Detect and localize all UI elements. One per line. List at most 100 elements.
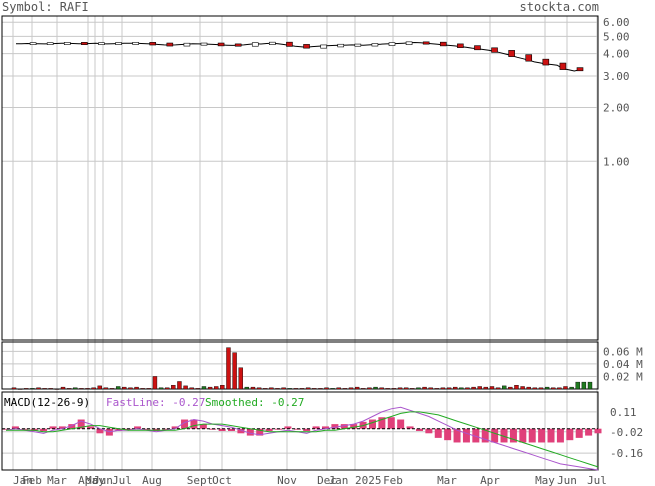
volume-bar <box>226 347 231 390</box>
macd-histogram-bar <box>425 428 433 434</box>
macd-histogram-bar <box>58 426 66 429</box>
price-y-tick-label: 2.00 <box>603 101 630 114</box>
volume-bar <box>287 388 292 390</box>
x-tick-label: Jan 2025 <box>329 474 382 486</box>
volume-bar <box>348 387 354 390</box>
volume-bar <box>134 386 139 390</box>
macd-histogram-bar <box>453 428 461 443</box>
price-candle <box>46 42 54 45</box>
volume-series <box>11 347 593 390</box>
volume-bar <box>293 388 299 390</box>
macd-histogram-bar <box>406 426 414 429</box>
volume-bar <box>250 386 256 390</box>
price-candle <box>269 41 276 45</box>
macd-histogram-bar <box>519 428 527 443</box>
x-tick-label: Mar <box>437 474 457 486</box>
price-candle <box>491 47 498 53</box>
price-candle <box>422 41 430 45</box>
price-candle <box>320 44 327 49</box>
price-candle <box>508 50 515 57</box>
volume-bar <box>489 386 495 390</box>
volume-bar <box>158 387 164 390</box>
volume-bar <box>440 387 446 390</box>
macd-histogram-bar <box>246 428 254 436</box>
price-line <box>16 41 581 72</box>
volume-bar <box>434 388 440 390</box>
macd-y-tick-label: -0.02 <box>610 426 643 439</box>
price-y-tick-label: 3.00 <box>603 70 630 83</box>
macd-histogram-bar <box>575 428 583 438</box>
macd-smoothed-line <box>6 411 599 468</box>
volume-bar <box>471 386 476 390</box>
volume-bar <box>514 385 519 390</box>
volume-bar <box>281 387 286 390</box>
x-tick-label: Jun <box>93 474 113 486</box>
volume-bar <box>177 381 182 390</box>
volume-bar <box>544 386 550 390</box>
macd-histogram-bar <box>77 419 85 429</box>
macd-histogram-bar <box>387 417 395 429</box>
volume-bar <box>373 386 378 390</box>
volume-bar <box>220 385 225 390</box>
macd-histogram-bar <box>87 426 95 429</box>
x-tick-label: Feb <box>22 474 42 486</box>
price-y-tick-label: 1.00 <box>603 155 630 168</box>
price-candle <box>542 58 550 66</box>
x-tick-label: Mar <box>47 474 67 486</box>
volume-bar <box>48 388 53 390</box>
volume-bar <box>256 387 262 390</box>
macd-histogram-bar <box>199 424 207 429</box>
volume-bar <box>17 388 23 390</box>
macd-histogram-bar <box>566 428 574 441</box>
volume-bar <box>495 387 501 390</box>
volume-bar <box>508 386 513 390</box>
macd-histogram-bar <box>143 428 151 430</box>
x-tick-label: Aug <box>142 474 162 486</box>
macd-y-tick-label: -0.16 <box>610 447 643 460</box>
volume-bar <box>146 388 152 390</box>
macd-title: MACD(12-26-9) <box>4 396 90 409</box>
volume-bar <box>410 388 415 390</box>
macd-histogram-bar <box>265 428 273 431</box>
macd-histogram-bar <box>321 426 329 429</box>
price-candle <box>457 43 464 48</box>
volume-bar <box>97 385 102 390</box>
volume-bar <box>189 387 194 390</box>
volume-bar <box>269 387 274 390</box>
x-tick-label: Dec <box>317 474 337 486</box>
macd-histogram-bar <box>218 428 226 431</box>
volume-bar <box>416 387 421 390</box>
volume-bar <box>342 388 348 390</box>
macd-histogram-bar <box>491 428 499 443</box>
price-candle <box>559 62 567 70</box>
volume-y-tick-label: 0.06 M <box>603 345 643 358</box>
volume-bar <box>11 387 17 390</box>
x-tick-label: May <box>85 474 105 486</box>
macd-y-tick-label: 0.11 <box>610 406 637 419</box>
site-label: stockta.com <box>519 0 599 14</box>
macd-histogram-bar <box>415 428 423 431</box>
volume-bar <box>557 387 562 390</box>
macd-histogram-bar <box>134 426 142 429</box>
volume-bar <box>171 385 176 390</box>
macd-histogram-bar <box>11 426 19 429</box>
volume-bar <box>24 388 29 390</box>
price-candle <box>405 41 413 45</box>
volume-bar <box>103 387 109 390</box>
x-tick-label: Nov <box>277 474 297 486</box>
price-candle <box>251 42 259 47</box>
volume-bar <box>324 387 329 390</box>
x-tick-label: Apr <box>480 474 500 486</box>
volume-bar <box>367 387 372 390</box>
price-candle <box>525 54 533 62</box>
volume-bar <box>183 385 188 390</box>
macd-histogram-bar <box>171 426 179 429</box>
macd-series <box>2 406 602 471</box>
price-candle <box>337 43 345 48</box>
macd-histogram-bar <box>68 424 76 429</box>
volume-bar <box>91 387 96 390</box>
volume-bar <box>581 381 587 390</box>
symbol-label: Symbol: RAFI <box>2 0 89 14</box>
volume-bar <box>428 387 433 390</box>
volume-bar <box>115 386 121 390</box>
